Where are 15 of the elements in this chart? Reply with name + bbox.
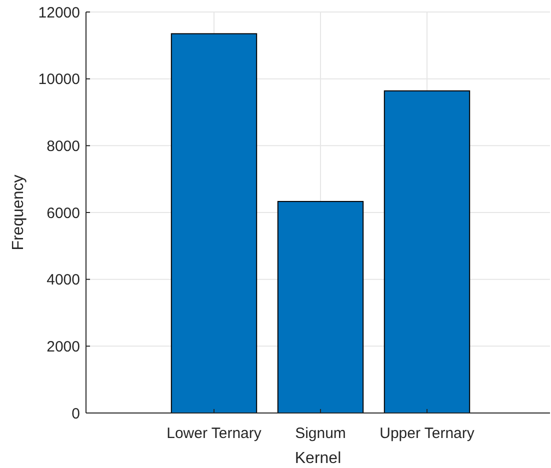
y-tick-label: 6000 [46, 204, 80, 222]
bar [170, 33, 258, 414]
y-tick-label: 8000 [46, 138, 80, 155]
bar [277, 200, 364, 414]
y-tick-label: 0 [72, 405, 80, 422]
x-tick-label: Signum [295, 425, 346, 442]
x-tick-label: Upper Ternary [380, 425, 475, 442]
bar [384, 90, 470, 414]
y-tick-label: 4000 [46, 272, 80, 289]
y-tick-label: 12000 [38, 4, 80, 22]
y-tick-label: 2000 [46, 338, 80, 356]
y-axis-title: Frequency [10, 174, 27, 250]
y-tick-label: 10000 [38, 71, 80, 88]
x-tick-label: Lower Ternary [166, 425, 262, 442]
x-axis-title: Kernel [294, 450, 342, 467]
